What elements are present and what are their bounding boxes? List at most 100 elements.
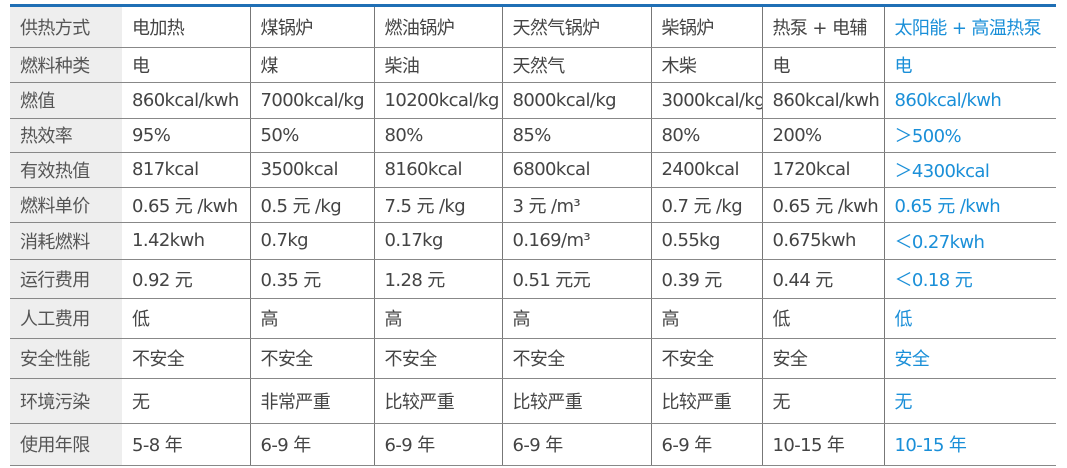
highlight-cell: 10-15 年 <box>883 423 1056 466</box>
row-label: 燃料单价 <box>10 187 122 223</box>
table-cell: 6-9 年 <box>249 423 374 466</box>
table-cell: 6800kcal <box>501 152 651 188</box>
table-cell: 无 <box>122 378 250 424</box>
table-cell: 比较严重 <box>650 378 762 424</box>
row-label: 使用年限 <box>10 423 122 466</box>
table-cell: 0.39 元 <box>650 259 762 299</box>
table-cell: 10200kcal/kg <box>373 82 502 119</box>
table-cell: 817kcal <box>122 152 250 188</box>
row-label: 热效率 <box>10 118 122 153</box>
table-row: 有效热值 817kcal 3500kcal 8160kcal 6800kcal 2400k… <box>10 152 1056 188</box>
row-label: 运行费用 <box>10 259 122 299</box>
row-label: 人工费用 <box>10 298 122 339</box>
table-cell: 热泵 + 电辅 <box>761 7 884 48</box>
row-label: 供热方式 <box>10 7 122 48</box>
highlight-cell: 太阳能 + 高温热泵 <box>883 7 1056 48</box>
table-cell: 2400kcal <box>650 152 762 188</box>
highlight-cell: ＞4300kcal <box>883 152 1056 188</box>
highlight-cell: 0.65 元 /kwh <box>883 187 1056 223</box>
row-label: 消耗燃料 <box>10 222 122 260</box>
table-cell: 0.5 元 /kg <box>249 187 374 223</box>
table-cell: 50% <box>249 118 374 153</box>
table-cell: 煤 <box>249 47 374 83</box>
highlight-cell: ＜0.18 元 <box>883 259 1056 299</box>
table-cell: 10-15 年 <box>761 423 884 466</box>
table-cell: 不安全 <box>249 338 374 379</box>
table-cell: 0.44 元 <box>761 259 884 299</box>
table-row: 运行费用 0.92 元 0.35 元 1.28 元 0.51 元元 0.39 元 0.44 … <box>10 259 1056 299</box>
table-cell: 非常严重 <box>249 378 374 424</box>
highlight-cell: ＜0.27kwh <box>883 222 1056 260</box>
table-cell: 煤锅炉 <box>249 7 374 48</box>
table-cell: 0.169/m³ <box>501 222 651 260</box>
table-cell: 低 <box>122 298 250 339</box>
table-cell: 200% <box>761 118 884 153</box>
table-cell: 天然气锅炉 <box>501 7 651 48</box>
table-cell: 3500kcal <box>249 152 374 188</box>
table-cell: 0.7kg <box>249 222 374 260</box>
table-cell: 0.65 元 /kwh <box>761 187 884 223</box>
table-row: 环境污染无非常严重 比较严重 比较严重 比较严重无无 <box>10 378 1056 424</box>
table-cell: 85% <box>501 118 651 153</box>
table-cell: 0.7 元 /kg <box>650 187 762 223</box>
table-row: 人工费用低高高高高低低 <box>10 298 1056 339</box>
table-cell: 3000kcal/kg <box>650 82 762 119</box>
highlight-cell: 860kcal/kwh <box>883 82 1056 119</box>
row-label: 有效热值 <box>10 152 122 188</box>
highlight-cell: 无 <box>883 378 1056 424</box>
row-label: 燃料种类 <box>10 47 122 83</box>
table-cell: 电 <box>761 47 884 83</box>
table-cell: 电 <box>122 47 250 83</box>
table-cell: 80% <box>650 118 762 153</box>
table-row: 燃料单价 0.65 元 /kwh 0.5 元 /kg 7.5 元 /kg 3 元 /m³… <box>10 187 1056 223</box>
highlight-cell: 低 <box>883 298 1056 339</box>
row-label: 安全性能 <box>10 338 122 379</box>
highlight-cell: ＞500% <box>883 118 1056 153</box>
table-cell: 不安全 <box>373 338 502 379</box>
table-cell: 高 <box>501 298 651 339</box>
table-cell: 80% <box>373 118 502 153</box>
table-cell: 6-9 年 <box>501 423 651 466</box>
table-cell: 不安全 <box>501 338 651 379</box>
table-cell: 3 元 /m³ <box>501 187 651 223</box>
table-cell: 高 <box>249 298 374 339</box>
table-cell: 不安全 <box>122 338 250 379</box>
table-cell: 860kcal/kwh <box>122 82 250 119</box>
table-cell: 7000kcal/kg <box>249 82 374 119</box>
table-row: 热效率 95% 50% 80% 85% 80% 200% ＞500% <box>10 118 1056 153</box>
table-cell: 不安全 <box>650 338 762 379</box>
table-cell: 1.28 元 <box>373 259 502 299</box>
table-cell: 比较严重 <box>501 378 651 424</box>
table-row: 消耗燃料 1.42kwh 0.7kg 0.17kg 0.169/m³ 0.55kg 0.67… <box>10 222 1056 260</box>
table-cell: 柴油 <box>373 47 502 83</box>
table-cell: 0.65 元 /kwh <box>122 187 250 223</box>
highlight-cell: 电 <box>883 47 1056 83</box>
table-cell: 0.35 元 <box>249 259 374 299</box>
table-cell: 高 <box>373 298 502 339</box>
table-cell: 5-8 年 <box>122 423 250 466</box>
table-cell: 木柴 <box>650 47 762 83</box>
table-cell: 6-9 年 <box>373 423 502 466</box>
table-cell: 0.51 元元 <box>501 259 651 299</box>
table-cell: 0.92 元 <box>122 259 250 299</box>
highlight-cell: 安全 <box>883 338 1056 379</box>
table-cell: 安全 <box>761 338 884 379</box>
heating-comparison-table: 供热方式 电加热 煤锅炉 燃油锅炉 天然气锅炉 柴锅炉 热泵 + 电辅 太阳能 + 高温热泵燃… <box>10 4 1056 466</box>
table-row: 安全性能 不安全 不安全 不安全 不安全 不安全 安全 安全 <box>10 338 1056 379</box>
table-row: 燃料种类电煤柴油 天然气 木柴电电 <box>10 47 1056 83</box>
table-cell: 6-9 年 <box>650 423 762 466</box>
row-label: 燃值 <box>10 82 122 119</box>
table-cell: 0.55kg <box>650 222 762 260</box>
row-label: 环境污染 <box>10 378 122 424</box>
table-cell: 无 <box>761 378 884 424</box>
table-cell: 8000kcal/kg <box>501 82 651 119</box>
table-cell: 天然气 <box>501 47 651 83</box>
table-cell: 860kcal/kwh <box>761 82 884 119</box>
table-cell: 柴锅炉 <box>650 7 762 48</box>
table-cell: 0.675kwh <box>761 222 884 260</box>
table-cell: 低 <box>761 298 884 339</box>
table-cell: 电加热 <box>122 7 250 48</box>
table-cell: 高 <box>650 298 762 339</box>
table-cell: 1720kcal <box>761 152 884 188</box>
table-cell: 1.42kwh <box>122 222 250 260</box>
